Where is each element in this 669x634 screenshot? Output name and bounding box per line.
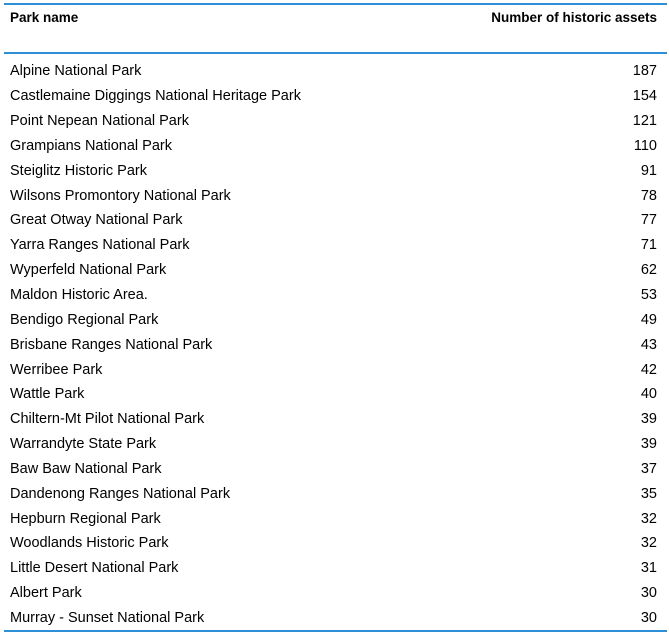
historic-assets-count-cell: 32 — [640, 535, 657, 552]
table-header-row: Park name Number of historic assets — [4, 5, 667, 52]
historic-assets-count-cell: 53 — [640, 287, 657, 304]
historic-assets-count-cell: 187 — [632, 63, 657, 80]
park-name-cell: Woodlands Historic Park — [10, 535, 169, 552]
park-name-cell: Bendigo Regional Park — [10, 311, 159, 328]
historic-assets-count-cell: 39 — [640, 411, 657, 428]
historic-assets-count-cell: 62 — [640, 262, 657, 279]
historic-assets-count-cell: 71 — [640, 237, 657, 254]
historic-assets-count-cell: 154 — [632, 88, 657, 105]
historic-assets-count-cell: 91 — [640, 162, 657, 179]
table-row: Great Otway National Park 77 — [4, 208, 667, 233]
table-row: Bendigo Regional Park 49 — [4, 307, 667, 332]
table-row: Wilsons Promontory National Park 78 — [4, 183, 667, 208]
table-row: Brisbane Ranges National Park 43 — [4, 332, 667, 357]
historic-assets-count-cell: 42 — [640, 361, 657, 378]
park-name-cell: Baw Baw National Park — [10, 460, 162, 477]
table-body: Alpine National Park 187 Castlemaine Diggi… — [4, 54, 667, 630]
historic-assets-count-cell: 77 — [640, 212, 657, 229]
table-row: Baw Baw National Park 37 — [4, 457, 667, 482]
park-name-cell: Brisbane Ranges National Park — [10, 336, 213, 353]
park-name-cell: Castlemaine Diggings National Heritage P… — [10, 88, 301, 105]
historic-assets-table: Park name Number of historic assets Alpi… — [4, 0, 667, 633]
historic-assets-count-cell: 31 — [640, 560, 657, 577]
header-number-of-historic-assets: Number of historic assets — [491, 10, 657, 25]
table-row: Steiglitz Historic Park 91 — [4, 158, 667, 183]
park-name-cell: Alpine National Park — [10, 63, 142, 80]
header-divider-rule — [4, 52, 667, 54]
park-name-cell: Little Desert National Park — [10, 560, 179, 577]
historic-assets-count-cell: 78 — [640, 187, 657, 204]
historic-assets-count-cell: 40 — [640, 386, 657, 403]
table-row: Wyperfeld National Park 62 — [4, 258, 667, 283]
park-name-cell: Point Nepean National Park — [10, 113, 189, 130]
table-row: Yarra Ranges National Park 71 — [4, 233, 667, 258]
park-name-cell: Warrandyte State Park — [10, 436, 157, 453]
historic-assets-count-cell: 49 — [640, 311, 657, 328]
historic-assets-count-cell: 43 — [640, 336, 657, 353]
table-row: Wattle Park 40 — [4, 382, 667, 407]
table-row: Hepburn Regional Park 32 — [4, 506, 667, 531]
park-name-cell: Chiltern-Mt Pilot National Park — [10, 411, 205, 428]
park-name-cell: Wilsons Promontory National Park — [10, 187, 231, 204]
table-row: Murray - Sunset National Park 30 — [4, 606, 667, 631]
historic-assets-count-cell: 39 — [640, 436, 657, 453]
park-name-cell: Albert Park — [10, 585, 82, 602]
table-top-rule — [4, 3, 667, 5]
historic-assets-count-cell: 30 — [640, 585, 657, 602]
table-row: Alpine National Park 187 — [4, 59, 667, 84]
park-name-cell: Dandenong Ranges National Park — [10, 485, 231, 502]
table-row: Albert Park 30 — [4, 581, 667, 606]
historic-assets-count-cell: 35 — [640, 485, 657, 502]
table-row: Grampians National Park 110 — [4, 134, 667, 159]
historic-assets-count-cell: 121 — [632, 113, 657, 130]
historic-assets-count-cell: 30 — [640, 609, 657, 626]
table-row: Chiltern-Mt Pilot National Park 39 — [4, 407, 667, 432]
historic-assets-count-cell: 37 — [640, 460, 657, 477]
park-name-cell: Hepburn Regional Park — [10, 510, 161, 527]
park-name-cell: Grampians National Park — [10, 137, 172, 154]
table-row: Dandenong Ranges National Park 35 — [4, 481, 667, 506]
table-row: Werribee Park 42 — [4, 357, 667, 382]
park-name-cell: Wattle Park — [10, 386, 85, 403]
table-row: Little Desert National Park 31 — [4, 556, 667, 581]
header-park-name: Park name — [10, 10, 79, 25]
table-row: Castlemaine Diggings National Heritage P… — [4, 84, 667, 109]
historic-assets-count-cell: 110 — [633, 137, 657, 154]
park-name-cell: Maldon Historic Area. — [10, 287, 148, 304]
table-row: Maldon Historic Area. 53 — [4, 283, 667, 308]
table-row: Woodlands Historic Park 32 — [4, 531, 667, 556]
park-name-cell: Wyperfeld National Park — [10, 262, 167, 279]
park-name-cell: Steiglitz Historic Park — [10, 162, 147, 179]
table-bottom-rule — [4, 630, 667, 633]
park-name-cell: Yarra Ranges National Park — [10, 237, 190, 254]
park-name-cell: Murray - Sunset National Park — [10, 609, 205, 626]
park-name-cell: Werribee Park — [10, 361, 103, 378]
park-name-cell: Great Otway National Park — [10, 212, 183, 229]
table-row: Point Nepean National Park 121 — [4, 109, 667, 134]
table-row: Warrandyte State Park 39 — [4, 432, 667, 457]
historic-assets-count-cell: 32 — [640, 510, 657, 527]
